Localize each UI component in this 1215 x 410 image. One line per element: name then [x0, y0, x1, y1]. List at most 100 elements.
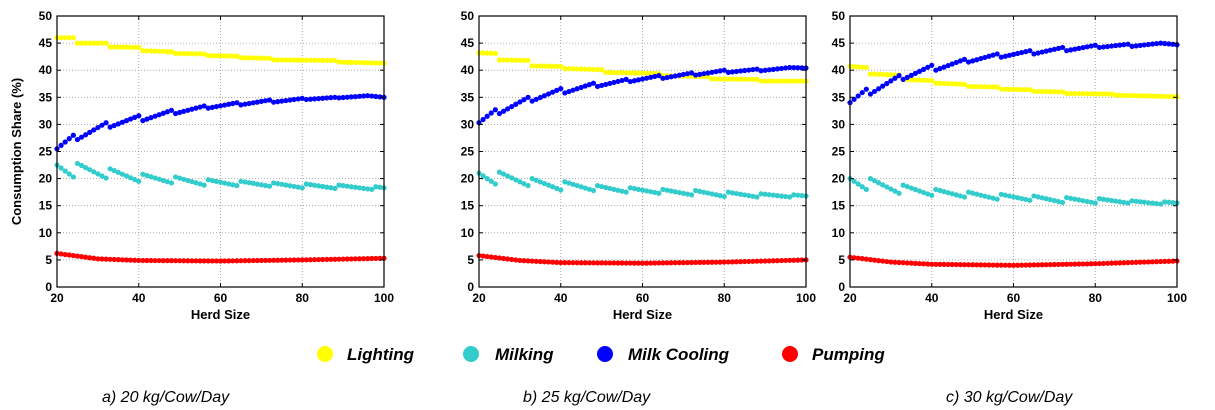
data-point — [1096, 44, 1102, 51]
data-point — [945, 190, 951, 196]
data-point — [746, 76, 752, 82]
data-point — [148, 115, 154, 121]
data-point — [925, 261, 931, 267]
data-point — [1166, 93, 1172, 100]
data-point — [746, 67, 752, 73]
data-point — [521, 97, 527, 103]
y-tick-label: 15 — [461, 199, 475, 213]
data-point — [87, 167, 93, 173]
data-point — [782, 193, 789, 200]
data-point — [562, 65, 568, 72]
data-point — [226, 181, 232, 187]
data-point — [721, 259, 727, 265]
data-point — [66, 136, 72, 142]
data-point — [356, 185, 363, 191]
data-point — [74, 40, 81, 46]
data-point — [217, 258, 224, 264]
data-point — [668, 260, 674, 266]
data-point — [1039, 49, 1045, 55]
data-point — [590, 66, 597, 73]
data-point — [127, 175, 134, 181]
data-point — [1153, 93, 1160, 99]
data-point — [912, 186, 919, 193]
data-point — [177, 50, 183, 57]
data-point — [603, 81, 609, 88]
data-point — [929, 62, 935, 68]
data-point — [1084, 261, 1090, 267]
data-point — [505, 173, 511, 179]
data-point — [132, 44, 138, 50]
data-point — [937, 66, 943, 72]
y-tick-label: 25 — [461, 145, 475, 159]
data-point — [324, 95, 330, 101]
legend: Lighting Milking Milk Cooling Pumping — [317, 345, 885, 364]
data-point — [1133, 259, 1139, 265]
data-point — [1104, 43, 1111, 50]
data-point — [356, 93, 363, 99]
data-point — [316, 183, 322, 189]
data-point — [1158, 93, 1164, 99]
data-point — [496, 57, 503, 63]
y-tick-label: 0 — [45, 280, 52, 294]
data-point — [164, 258, 170, 264]
data-point — [1047, 47, 1053, 53]
data-point — [750, 258, 756, 264]
x-axis-title: Herd Size — [984, 307, 1043, 322]
data-point — [525, 57, 531, 64]
data-point — [344, 59, 350, 65]
data-point — [107, 166, 113, 172]
data-point — [181, 50, 187, 57]
data-point — [970, 190, 976, 196]
data-point — [344, 256, 350, 262]
data-point — [871, 88, 878, 95]
data-point — [778, 193, 785, 199]
y-tick-label: 20 — [832, 172, 846, 186]
caption-c: c) 30 kg/Cow/Day — [946, 389, 1073, 406]
data-point — [1162, 258, 1168, 264]
data-point — [762, 258, 768, 264]
data-point — [279, 257, 285, 263]
data-point — [360, 185, 367, 191]
data-point — [197, 258, 203, 264]
data-point — [1166, 41, 1172, 47]
data-point — [867, 71, 874, 77]
data-point — [888, 72, 894, 78]
data-point — [586, 66, 592, 72]
data-point — [594, 260, 601, 266]
data-point — [1121, 199, 1127, 205]
data-point — [521, 57, 527, 63]
data-point — [586, 82, 592, 88]
data-point — [697, 71, 703, 77]
data-point — [291, 96, 297, 103]
data-point — [656, 73, 662, 79]
data-point — [851, 255, 857, 261]
data-point — [631, 185, 637, 192]
data-point — [217, 53, 224, 59]
data-point — [209, 177, 215, 184]
data-point — [908, 185, 914, 191]
data-point — [859, 89, 865, 96]
data-point — [517, 99, 523, 105]
data-point — [1006, 193, 1013, 199]
data-point — [754, 76, 760, 83]
data-point — [762, 78, 768, 84]
data-point — [1129, 198, 1135, 204]
data-point — [1104, 260, 1111, 266]
data-point — [929, 261, 935, 267]
data-point — [1096, 260, 1102, 267]
data-point — [217, 179, 224, 185]
data-point — [554, 259, 560, 265]
data-point — [316, 57, 322, 63]
data-point — [295, 257, 301, 263]
caption-a: a) 20 kg/Cow/Day — [102, 389, 230, 406]
data-point — [896, 73, 902, 79]
data-point — [994, 196, 1000, 202]
data-point — [672, 73, 678, 79]
data-point — [1014, 50, 1021, 57]
data-point — [500, 171, 507, 177]
data-point — [348, 94, 354, 100]
data-point — [369, 255, 375, 262]
data-point — [855, 255, 861, 261]
data-point — [912, 77, 919, 83]
y-tick-label: 0 — [838, 280, 845, 294]
